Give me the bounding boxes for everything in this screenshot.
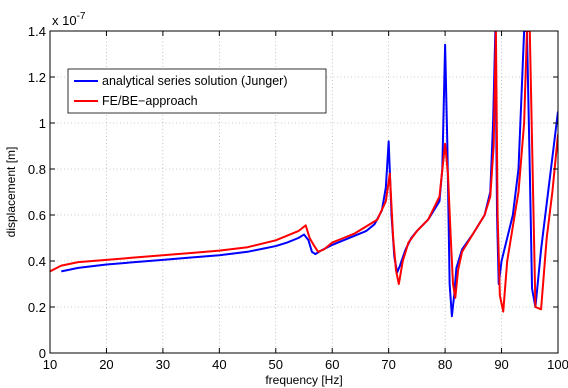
y-tick-label: 0.4 bbox=[28, 254, 46, 269]
x-tick-label: 40 bbox=[212, 357, 226, 372]
y-tick-label: 0.2 bbox=[28, 300, 46, 315]
x-axis-label: frequency [Hz] bbox=[265, 373, 342, 387]
x-tick-label: 60 bbox=[325, 357, 339, 372]
y-tick-label: 1 bbox=[39, 116, 46, 131]
plot-frame bbox=[49, 30, 559, 354]
x-tick-label: 20 bbox=[99, 357, 113, 372]
x-tick-label: 10 bbox=[43, 357, 57, 372]
y-tick-label: 1.4 bbox=[28, 24, 46, 39]
x-tick-label: 90 bbox=[494, 357, 508, 372]
x-tick-label: 70 bbox=[381, 357, 395, 372]
y-tick-label: 0.6 bbox=[28, 208, 46, 223]
ticks: 10 20 30 40 50 60 70 80 90 100 0 0.2 0.4 0.6 0.8 1 1.2 1.… bbox=[28, 24, 568, 372]
legend: analytical series solution (Junger) FE/B… bbox=[67, 68, 327, 114]
legend-box bbox=[67, 68, 327, 114]
y-exponent-label: x 10-7 bbox=[52, 11, 86, 28]
y-tick-label: 0 bbox=[39, 346, 46, 361]
legend-label-analytical: analytical series solution (Junger) bbox=[102, 74, 288, 88]
grid bbox=[50, 31, 558, 353]
x-tick-label: 80 bbox=[438, 357, 452, 372]
legend-label-febe: FE/BE−approach bbox=[102, 94, 198, 108]
x-tick-label: 30 bbox=[156, 357, 170, 372]
y-tick-label: 0.8 bbox=[28, 162, 46, 177]
y-axis-label: displacement [m] bbox=[4, 147, 18, 238]
series-group bbox=[50, 31, 558, 318]
x-tick-label: 50 bbox=[269, 357, 283, 372]
x-tick-label: 100 bbox=[547, 357, 568, 372]
series-line-febe bbox=[50, 31, 558, 313]
y-tick-label: 1.2 bbox=[28, 70, 46, 85]
